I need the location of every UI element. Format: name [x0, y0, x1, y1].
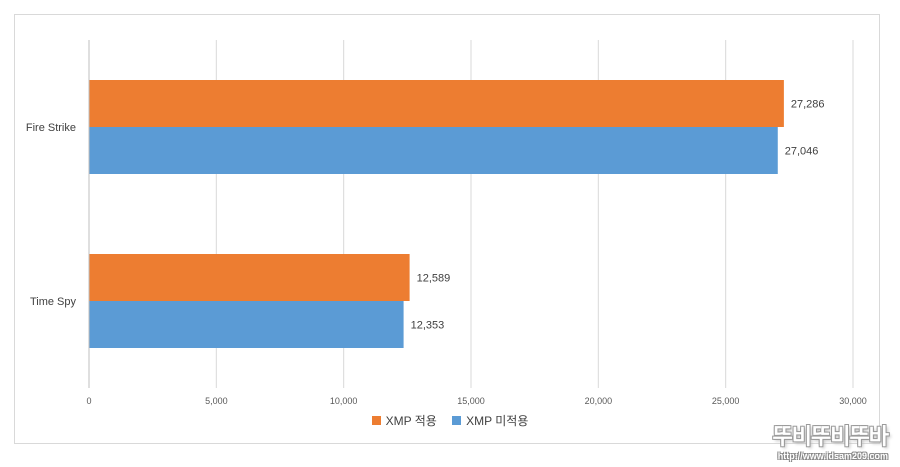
x-tick-label-5: 25,000 [712, 396, 740, 406]
legend-item-series-2: XMP 미적용 [452, 412, 528, 429]
watermark-url: http://www.idsam209.com [777, 451, 888, 461]
x-tick-label-0: 0 [86, 396, 91, 406]
data-label-0-1: 27,046 [785, 146, 819, 158]
bar-1-1 [89, 301, 404, 348]
x-tick-label-3: 15,000 [457, 396, 485, 406]
x-tick-label-2: 10,000 [330, 396, 358, 406]
legend: XMP 적용 XMP 미적용 [0, 412, 900, 429]
legend-label-series-2: XMP 미적용 [466, 414, 529, 428]
x-tick-label-6: 30,000 [839, 396, 867, 406]
category-label-1: Time Spy [30, 296, 77, 308]
watermark-text: 뚜비뚜비뚜바 [772, 425, 889, 450]
legend-label-series-1: XMP 적용 [385, 414, 437, 428]
legend-swatch-series-1 [371, 416, 381, 425]
category-label-0: Fire Strike [26, 122, 76, 134]
bar-0-1 [89, 127, 778, 174]
watermark-logo: 뚜비뚜비뚜바 http://www.idsam209.com [772, 419, 889, 461]
data-label-0-0: 27,286 [791, 99, 825, 111]
data-label-1-0: 12,589 [417, 273, 451, 285]
data-label-1-1: 12,353 [411, 320, 445, 332]
bar-0-0 [89, 80, 784, 127]
legend-swatch-series-2 [452, 416, 462, 425]
x-tick-label-4: 20,000 [585, 396, 613, 406]
bar-1-0 [89, 254, 410, 301]
x-tick-label-1: 5,000 [205, 396, 228, 406]
legend-item-series-1: XMP 적용 [371, 412, 437, 429]
